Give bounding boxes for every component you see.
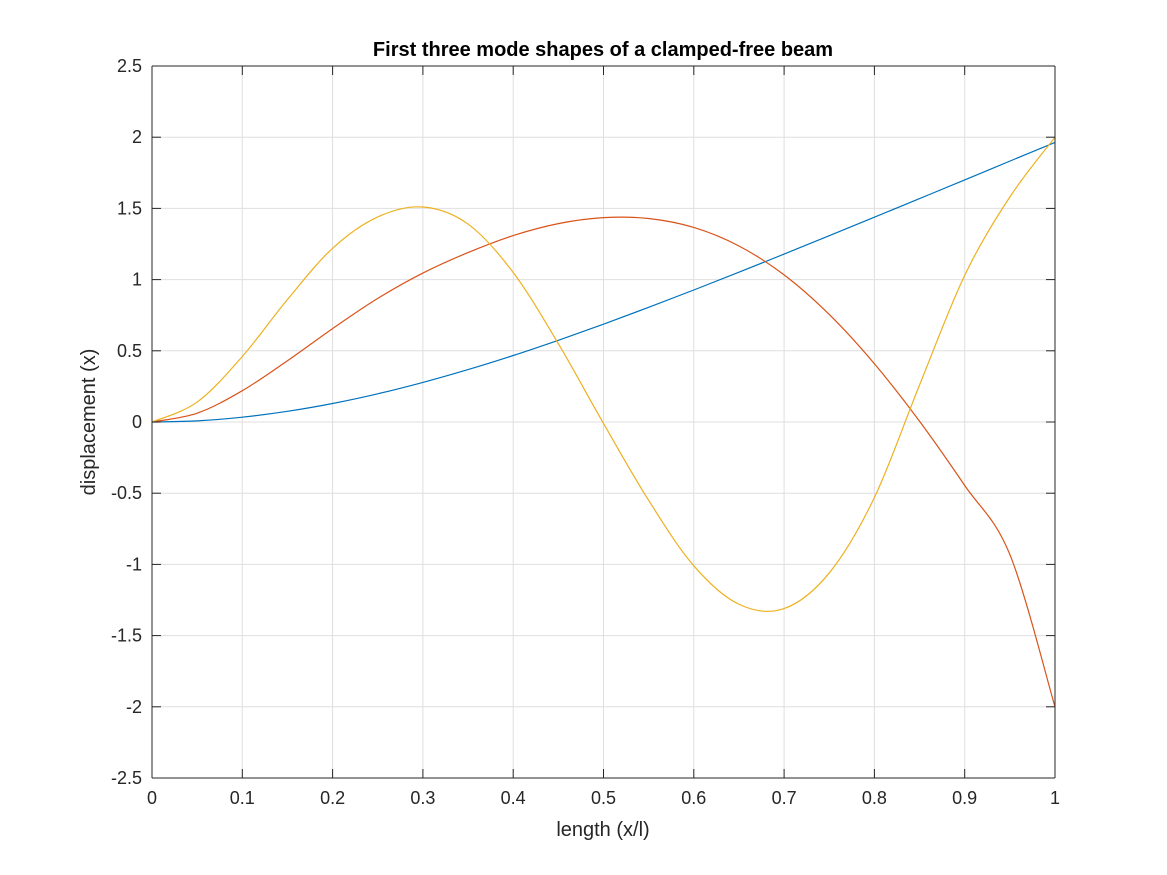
x-tick-label: 0: [147, 788, 157, 808]
x-tick-label: 1: [1050, 788, 1060, 808]
x-tick-label: 0.8: [862, 788, 887, 808]
chart-title: First three mode shapes of a clamped-fre…: [373, 39, 833, 61]
y-tick-label: -1: [126, 554, 142, 574]
axes: [151, 65, 1056, 779]
y-tick-label: 2: [132, 127, 142, 147]
x-tick-label: 0.2: [320, 788, 345, 808]
x-tick-label: 0.4: [501, 788, 526, 808]
x-tick-label: 0.9: [952, 788, 977, 808]
x-tick-label: 0.5: [591, 788, 616, 808]
y-tick-label: 1.5: [117, 198, 142, 218]
y-axis-title: displacement (x): [78, 349, 100, 496]
y-tick-label: -0.5: [111, 483, 142, 503]
y-tick-label: 2.5: [117, 56, 142, 76]
series-lines: [151, 136, 1056, 707]
x-axis-title: length (x/l): [556, 819, 649, 841]
y-tick-label: -2: [126, 697, 142, 717]
series-line-2: [151, 216, 1056, 707]
x-tick-label: 0.7: [772, 788, 797, 808]
series-line-1: [151, 141, 1056, 423]
y-tick-label: 0.5: [117, 341, 142, 361]
x-tick-label: 0.1: [230, 788, 255, 808]
y-tick-label: -1.5: [111, 626, 142, 646]
x-tick-label: 0.6: [681, 788, 706, 808]
tick-labels: 0 0.1 0.2 0.3 0.4 0.5 0.6 0.7 0.8 0.9 1 -2.5 -2 -1.5 -…: [111, 56, 1060, 808]
x-tick-label: 0.3: [410, 788, 435, 808]
y-tick-label: 0: [132, 412, 142, 432]
y-tick-label: -2.5: [111, 768, 142, 788]
series-line-3: [151, 136, 1056, 612]
y-tick-label: 1: [132, 270, 142, 290]
